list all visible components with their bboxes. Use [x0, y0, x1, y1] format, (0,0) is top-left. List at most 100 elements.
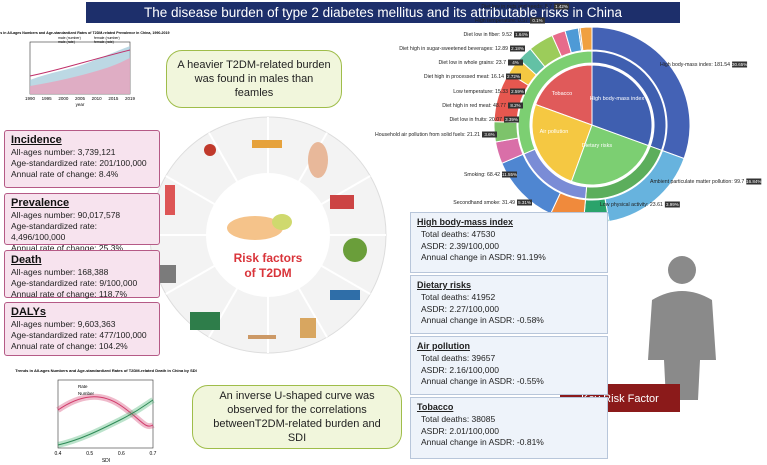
risk-label: High body-mass index: 181.54: [660, 62, 730, 68]
stat-line: Age-standardized rate: 9/100,000: [11, 278, 138, 288]
pct-badge: [732, 61, 748, 68]
pct-badge: [482, 131, 497, 138]
risk-line: Total deaths: 39657: [421, 353, 496, 363]
mini-xtick: 1990: [25, 96, 36, 101]
stat-line: All-ages number: 3,739,121: [11, 147, 116, 157]
mini-xtick: 1995: [42, 96, 53, 101]
mini-xtick: 0.4: [55, 451, 62, 457]
mini-chart-top: [29, 41, 131, 95]
risk-title: High body-mass index: [417, 217, 514, 227]
mini-xtick: 0.6: [118, 451, 125, 457]
risk-wheel: Risk factors of T2DM: [149, 116, 387, 354]
risk-box: Tobacco Total deaths: 38085 ASDR: 2.01/100…: [410, 397, 608, 459]
pct-badge: [514, 31, 529, 38]
risk-label: High temperature: 0.57: [475, 18, 528, 24]
stat-line: All-ages number: 168,388: [11, 267, 109, 277]
risk-label: Diet high in sugar-sweetened beverages: …: [399, 46, 508, 52]
risk-label: Low physical activity: 23.61: [600, 202, 663, 208]
mini-xtick: 0.5: [86, 451, 93, 457]
risk-label: Low temperature: 15.33: [453, 89, 508, 95]
risk-title: Air pollution: [417, 341, 470, 351]
risk-line: Annual change in ASDR: -0.81%: [421, 437, 544, 447]
stat-box: Incidence All-ages number: 3,739,121 Age-s…: [4, 130, 160, 188]
mini-xtick: 2019: [125, 96, 136, 101]
risk-label: Household air pollution from solid fuels…: [375, 132, 480, 138]
inner-label: Air pollution: [540, 129, 569, 135]
pct-badge: [746, 178, 762, 185]
risk-line: Annual change in ASDR: -0.55%: [421, 376, 544, 386]
pct-label: 2.18%: [511, 46, 524, 51]
pct-label: 16.84%: [746, 179, 761, 184]
pct-label: 5.31%: [518, 200, 531, 205]
risk-label: Diet low in whole grains: 23.7: [439, 60, 507, 66]
stat-box: Prevalence All-ages number: 90,017,578 Age…: [4, 193, 160, 253]
pct-badge: [508, 59, 523, 66]
callout: An inverse U-shaped curve was observed f…: [192, 385, 402, 449]
mini-legend: Number: [78, 391, 95, 396]
inner-segment: [591, 64, 653, 147]
center-label: Risk factors of T2DM: [234, 251, 303, 280]
pct-badge: [504, 116, 519, 123]
stat-title: DALYs: [11, 306, 47, 318]
center-line: Risk factors: [234, 251, 303, 265]
risk-line: Total deaths: 47530: [421, 229, 496, 239]
mini-legend: Rate: [78, 384, 88, 389]
stat-box: DALYs All-ages number: 9,603,363 Age-stand…: [4, 302, 160, 356]
stat-line: All-ages number: 9,603,363: [11, 319, 116, 329]
pct-label: 8.2%: [510, 103, 520, 108]
pct-badge: [517, 199, 532, 206]
risk-label: Diet low in nuts and seeds: 8.7: [481, 4, 552, 10]
risk-label: Smoking: 68.42: [464, 172, 500, 178]
mini-chart-bottom: [56, 379, 155, 449]
risk-label: Ambient particulate matter pollution: 99…: [650, 179, 744, 185]
risk-line: Total deaths: 41952: [421, 292, 496, 302]
risk-line: Annual change in ASDR: -0.58%: [421, 315, 544, 325]
pct-label: 1.42%: [555, 4, 568, 9]
mini-title: Trends in All-ages Numbers and Age-stand…: [15, 368, 197, 373]
pct-label: 2.59%: [511, 89, 524, 94]
pct-label: 4%: [512, 60, 519, 65]
risk-line: Annual change in ASDR: 91.19%: [421, 252, 546, 262]
pct-badge: [508, 102, 523, 109]
pct-badge: [664, 201, 680, 208]
mini-xtick: 2015: [108, 96, 119, 101]
mini-xtick: 2000: [58, 96, 69, 101]
mini-title: Trends in All-ages Numbers and Age-stand…: [0, 31, 170, 35]
inner-segment: [570, 124, 650, 186]
mini-legend: male (rate): [58, 40, 75, 44]
outer-segment: [493, 121, 519, 143]
risk-label: Diet high in processed meat: 16.14: [424, 74, 504, 80]
callout: A heavier T2DM-related burden was found …: [166, 50, 342, 108]
risk-box: High body-mass index Total deaths: 47530 A…: [410, 212, 608, 273]
stat-line: Annual rate of change: 8.4%: [11, 169, 119, 179]
mini-legend: female (number): [94, 36, 120, 40]
risk-box: Dietary risks Total deaths: 41952 ASDR: 2.…: [410, 275, 608, 334]
pct-badge: [554, 3, 569, 10]
pct-label: 3.39%: [505, 117, 518, 122]
pct-badge: [510, 45, 525, 52]
pct-badge: [510, 88, 525, 95]
outer-segment: [579, 26, 593, 52]
inner-label: Tobacco: [552, 91, 573, 97]
pct-label: 0.1%: [532, 18, 542, 23]
mini-legend: male (number): [58, 36, 81, 40]
pct-label: 2.72%: [507, 74, 520, 79]
stat-title: Death: [11, 254, 42, 266]
center-line: of T2DM: [244, 266, 291, 280]
inner-label: Dietary risks: [582, 143, 613, 149]
pct-badge: [502, 171, 517, 178]
risk-label: Diet low in fiber: 9.52: [464, 32, 513, 38]
title: The disease burden of type 2 diabetes me…: [144, 5, 623, 20]
pct-label: 11.55%: [502, 172, 517, 177]
stat-line: Annual rate of change: 104.2%: [11, 341, 128, 351]
person-silhouette: [648, 256, 716, 400]
stat-line: Annual rate of change: 25.3%: [11, 243, 123, 253]
risk-box: Air pollution Total deaths: 39657 ASDR: 2.…: [410, 336, 608, 395]
pct-badge: [506, 73, 521, 80]
pct-badge: [530, 17, 545, 24]
mini-xtick: 0.7: [150, 451, 157, 457]
risk-label: Diet high in red meat: 48.77: [442, 103, 506, 109]
mini-xlabel: year: [76, 102, 85, 107]
